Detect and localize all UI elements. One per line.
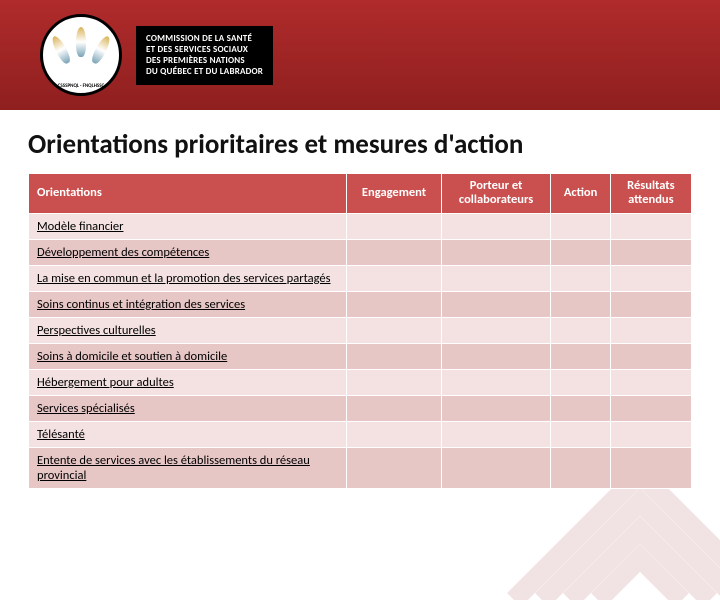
cell: [347, 447, 441, 488]
cell: [441, 213, 551, 239]
cell: [610, 213, 691, 239]
org-logo: CSSSPNQL · FNQLHSSC: [40, 14, 122, 96]
cell: [610, 317, 691, 343]
cell: [610, 343, 691, 369]
cell: [551, 213, 610, 239]
row-label: Entente de services avec les établisseme…: [29, 447, 347, 488]
table-row: La mise en commun et la promotion des se…: [29, 265, 692, 291]
header-content: CSSSPNQL · FNQLHSSC COMMISSION DE LA SAN…: [40, 14, 273, 96]
cell: [347, 395, 441, 421]
cell: [551, 369, 610, 395]
cell: [551, 343, 610, 369]
cell: [610, 239, 691, 265]
col-header-porteur: Porteur et collaborateurs: [441, 174, 551, 214]
table-row: Entente de services avec les établisseme…: [29, 447, 692, 488]
header-band: CSSSPNQL · FNQLHSSC COMMISSION DE LA SAN…: [0, 0, 720, 110]
org-line: ET DES SERVICES SOCIAUX: [146, 44, 263, 55]
table-row: Modèle financier: [29, 213, 692, 239]
slide-content: Orientations prioritaires et mesures d'a…: [0, 110, 720, 489]
table-header-row: Orientations Engagement Porteur et colla…: [29, 174, 692, 214]
table-row: Soins continus et intégration des servic…: [29, 291, 692, 317]
col-header-orientations: Orientations: [29, 174, 347, 214]
cell: [551, 421, 610, 447]
cell: [441, 369, 551, 395]
org-name-block: COMMISSION DE LA SANTÉ ET DES SERVICES S…: [136, 26, 273, 85]
orientations-table: Orientations Engagement Porteur et colla…: [28, 173, 692, 489]
row-label: Développement des compétences: [29, 239, 347, 265]
col-header-action: Action: [551, 174, 610, 214]
table-row: Télésanté: [29, 421, 692, 447]
row-label: Soins continus et intégration des servic…: [29, 291, 347, 317]
cell: [610, 265, 691, 291]
cell: [551, 395, 610, 421]
table-row: Perspectives culturelles: [29, 317, 692, 343]
cell: [441, 421, 551, 447]
cell: [441, 343, 551, 369]
table-row: Soins à domicile et soutien à domicile: [29, 343, 692, 369]
cell: [441, 239, 551, 265]
cell: [610, 291, 691, 317]
col-header-engagement: Engagement: [347, 174, 441, 214]
row-label: Perspectives culturelles: [29, 317, 347, 343]
table-row: Hébergement pour adultes: [29, 369, 692, 395]
cell: [610, 447, 691, 488]
cell: [441, 447, 551, 488]
row-label: Soins à domicile et soutien à domicile: [29, 343, 347, 369]
cell: [347, 291, 441, 317]
cell: [441, 265, 551, 291]
cell: [347, 317, 441, 343]
table-row: Services spécialisés: [29, 395, 692, 421]
cell: [551, 317, 610, 343]
row-label: La mise en commun et la promotion des se…: [29, 265, 347, 291]
cell: [347, 369, 441, 395]
cell: [551, 291, 610, 317]
row-label: Télésanté: [29, 421, 347, 447]
cell: [610, 421, 691, 447]
cell: [551, 239, 610, 265]
org-line: COMMISSION DE LA SANTÉ: [146, 33, 263, 44]
cell: [610, 369, 691, 395]
cell: [441, 291, 551, 317]
cell: [441, 395, 551, 421]
cell: [347, 239, 441, 265]
row-label: Hébergement pour adultes: [29, 369, 347, 395]
row-label: Services spécialisés: [29, 395, 347, 421]
org-line: DES PREMIÈRES NATIONS: [146, 55, 263, 66]
cell: [347, 343, 441, 369]
cell: [551, 265, 610, 291]
logo-arc-text: CSSSPNQL · FNQLHSSC: [43, 83, 119, 89]
table-row: Développement des compétences: [29, 239, 692, 265]
page-title: Orientations prioritaires et mesures d'a…: [28, 128, 692, 161]
cell: [347, 265, 441, 291]
cell: [347, 213, 441, 239]
col-header-resultats: Résultats attendus: [610, 174, 691, 214]
cell: [551, 447, 610, 488]
cell: [347, 421, 441, 447]
cell: [610, 395, 691, 421]
org-line: DU QUÉBEC ET DU LABRADOR: [146, 66, 263, 77]
cell: [441, 317, 551, 343]
row-label: Modèle financier: [29, 213, 347, 239]
